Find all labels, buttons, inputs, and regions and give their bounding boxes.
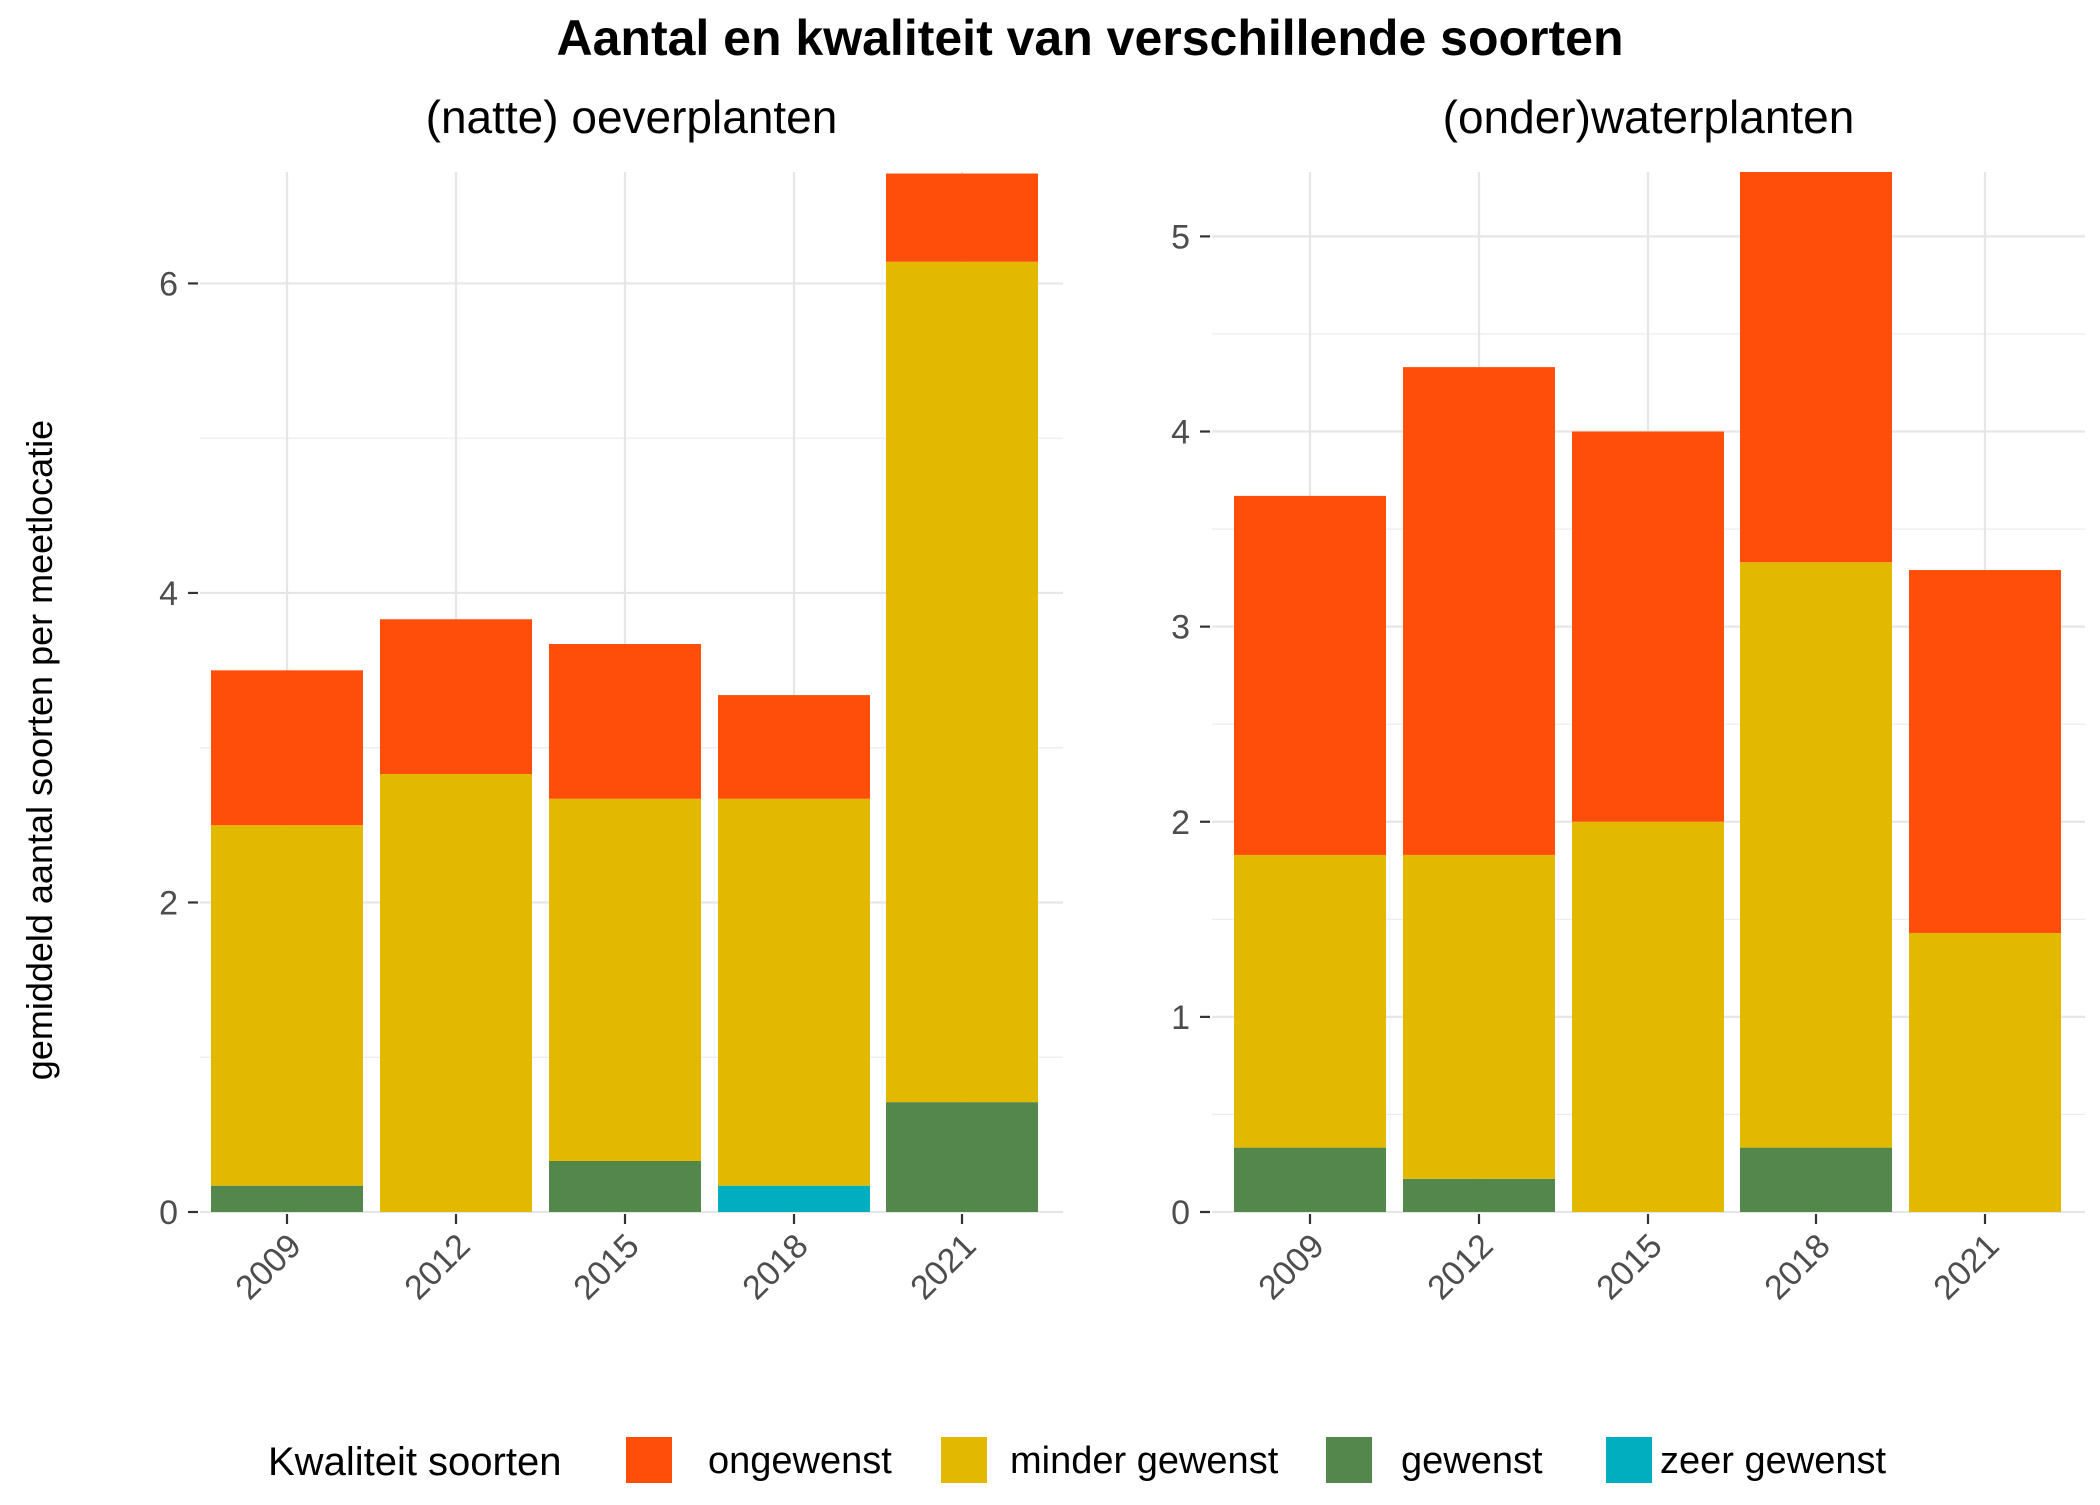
bar-minder-gewenst-2018: [718, 798, 870, 1186]
panel-title: (natte) oeverplanten: [426, 91, 838, 143]
y-axis: 0 1 2 3 4 5: [1171, 218, 1210, 1232]
y-tick-label: 3: [1171, 609, 1190, 647]
chart-panel-1: (natte) oeverplanten 0 2 4 6 2009 2012 2015 2018…: [159, 91, 1063, 1307]
bar-ongewenst-2012: [1403, 367, 1555, 855]
legend-key-gewenst: [1326, 1437, 1372, 1483]
bar-gewenst-2009: [211, 1185, 363, 1212]
bar-gewenst-2018: [1740, 1147, 1892, 1212]
bar-ongewenst-2021: [886, 173, 1038, 262]
x-tick-label: 2021: [903, 1227, 983, 1307]
bar-minder-gewenst-2021: [1909, 932, 2061, 1212]
legend-label-minder-gewenst: minder gewenst: [1010, 1440, 1279, 1482]
bar-minder-gewenst-2012: [380, 774, 532, 1212]
y-axis-label: gemiddeld aantal soorten per meetlocatie: [19, 420, 60, 1080]
bar-gewenst-2009: [1234, 1147, 1386, 1212]
legend-label-gewenst: gewenst: [1401, 1440, 1543, 1482]
bar-ongewenst-2015: [549, 644, 701, 799]
y-tick-label: 5: [1171, 218, 1190, 256]
bar-gewenst-2012: [1403, 1178, 1555, 1212]
legend-key-minder-gewenst: [941, 1437, 987, 1483]
x-tick-label: 2018: [735, 1227, 815, 1307]
bar-minder-gewenst-2012: [1403, 854, 1555, 1179]
x-tick-label: 2015: [1589, 1227, 1669, 1307]
bar-minder-gewenst-2021: [886, 261, 1038, 1103]
bar-gewenst-2021: [886, 1102, 1038, 1212]
y-tick-label: 4: [159, 575, 178, 613]
bar-minder-gewenst-2015: [549, 798, 701, 1161]
x-tick-label: 2021: [1926, 1227, 2006, 1307]
y-tick-label: 2: [159, 884, 178, 922]
y-tick-label: 6: [159, 265, 178, 303]
chart-title: Aantal en kwaliteit van verschillende so…: [556, 10, 1623, 66]
bars: [211, 173, 1038, 1212]
chart-panel-2: (onder)waterplanten 0 1 2 3 4 5 2009 2012 2015 201…: [1171, 91, 2085, 1307]
y-tick-label: 0: [1171, 1194, 1190, 1232]
x-tick-label: 2015: [566, 1227, 646, 1307]
x-tick-label: 2012: [1420, 1227, 1500, 1307]
legend-label-zeer-gewenst: zeer gewenst: [1660, 1440, 1886, 1482]
bar-ongewenst-2012: [380, 619, 532, 775]
bar-gewenst-2015: [549, 1160, 701, 1212]
y-tick-label: 4: [1171, 414, 1190, 452]
bar-ongewenst-2009: [211, 670, 363, 826]
bar-minder-gewenst-2015: [1572, 821, 1724, 1212]
y-tick-label: 2: [1171, 804, 1190, 842]
legend-key-ongewenst: [626, 1437, 672, 1483]
bar-minder-gewenst-2009: [1234, 854, 1386, 1148]
y-axis: 0 2 4 6: [159, 265, 198, 1232]
x-axis: 2009 2012 2015 2018 2021: [1251, 1214, 2007, 1307]
y-tick-label: 0: [159, 1194, 178, 1232]
bar-ongewenst-2021: [1909, 570, 2061, 933]
bar-ongewenst-2018: [1740, 172, 1892, 563]
legend-title: Kwaliteit soorten: [268, 1440, 561, 1484]
x-tick-label: 2009: [1251, 1227, 1331, 1307]
bar-ongewenst-2018: [718, 695, 870, 799]
x-tick-label: 2009: [228, 1227, 308, 1307]
bar-ongewenst-2009: [1234, 495, 1386, 855]
panel-title: (onder)waterplanten: [1443, 91, 1855, 143]
bar-minder-gewenst-2009: [211, 825, 363, 1186]
x-tick-label: 2012: [397, 1227, 477, 1307]
legend-label-ongewenst: ongewenst: [708, 1440, 892, 1482]
x-tick-label: 2018: [1757, 1227, 1837, 1307]
bars: [1234, 172, 2061, 1212]
x-axis: 2009 2012 2015 2018 2021: [228, 1214, 984, 1307]
legend-key-zeer-gewenst: [1606, 1437, 1652, 1483]
bar-ongewenst-2015: [1572, 431, 1724, 822]
bar-zeer-gewenst-2018: [718, 1185, 870, 1212]
legend: Kwaliteit soorten ongewenst minder gewens…: [268, 1437, 1886, 1484]
bar-minder-gewenst-2018: [1740, 562, 1892, 1148]
y-tick-label: 1: [1171, 999, 1190, 1037]
